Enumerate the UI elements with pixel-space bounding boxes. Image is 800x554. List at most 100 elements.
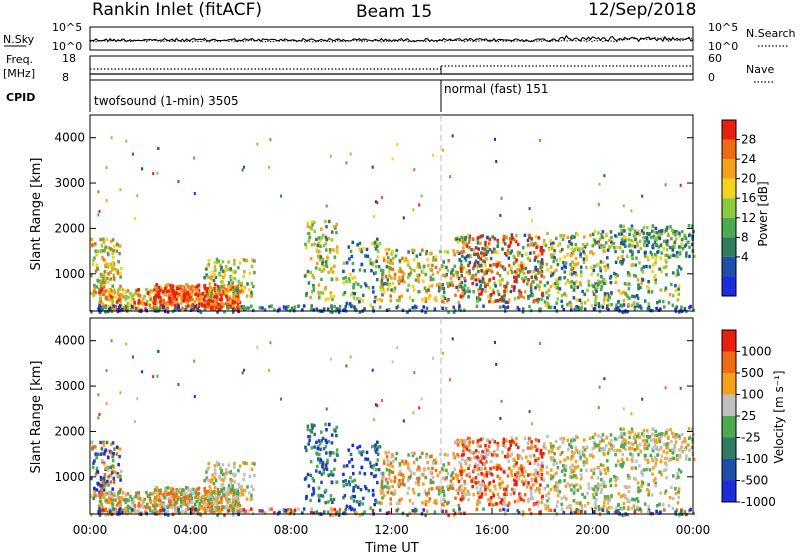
echo-cell xyxy=(667,504,671,508)
echo-cell xyxy=(149,500,153,505)
echo-cell xyxy=(389,497,392,501)
echo-cell xyxy=(597,465,600,470)
echo-cell xyxy=(536,300,540,304)
echo-cell xyxy=(198,495,202,500)
echo-cell xyxy=(556,297,560,301)
echo-cell xyxy=(137,509,140,513)
echo-cell xyxy=(333,264,336,268)
echo-cell xyxy=(539,452,542,456)
nave-tick-high: 60 xyxy=(708,52,722,65)
echo-cell xyxy=(196,496,200,501)
echo-cell xyxy=(487,295,490,299)
nsky-trace xyxy=(89,34,694,43)
echo-cell xyxy=(670,457,673,461)
echo-cell xyxy=(216,487,220,492)
echo-cell xyxy=(616,476,619,481)
echo-cell xyxy=(213,507,216,511)
echo-cell xyxy=(677,287,680,291)
echo-cell xyxy=(441,273,445,277)
echo-cell xyxy=(190,285,193,289)
echo-cell xyxy=(515,272,519,276)
echo-cell xyxy=(510,469,513,473)
echo-cell xyxy=(665,444,669,448)
echo-cell xyxy=(234,270,237,274)
echo-cell xyxy=(201,506,204,511)
echo-cell xyxy=(194,305,197,309)
echo-cell xyxy=(567,244,570,249)
echo-cell xyxy=(236,295,240,299)
echo-cell xyxy=(381,471,385,476)
echo-cell xyxy=(241,168,244,172)
echo-cell xyxy=(411,501,415,506)
echo-cell xyxy=(540,461,544,465)
echo-cell xyxy=(614,260,618,264)
echo-cell xyxy=(228,303,232,307)
echo-cell xyxy=(310,430,313,434)
echo-cell xyxy=(317,493,320,498)
echo-cell xyxy=(347,480,351,484)
echo-cell xyxy=(205,290,209,294)
echo-cell xyxy=(347,448,351,452)
echo-cell xyxy=(550,255,554,259)
freq-tick-low: 8 xyxy=(62,71,69,84)
echo-cell xyxy=(358,503,361,507)
echo-cell xyxy=(489,263,492,268)
echo-cell xyxy=(386,485,389,489)
echo-cell xyxy=(555,268,558,272)
echo-cell xyxy=(493,440,497,444)
echo-cell xyxy=(556,493,560,498)
echo-cell xyxy=(466,436,470,440)
echo-cell xyxy=(643,447,647,451)
echo-cell xyxy=(376,255,380,259)
echo-cell xyxy=(597,445,601,449)
echo-cell xyxy=(305,291,308,296)
echo-cell xyxy=(102,285,106,289)
echo-cell xyxy=(615,506,618,510)
echo-cell xyxy=(318,249,321,254)
echo-cell xyxy=(518,495,521,500)
echo-cell xyxy=(673,245,676,249)
echo-cell xyxy=(629,249,632,253)
echo-cell xyxy=(554,236,558,241)
echo-cell xyxy=(621,493,625,498)
freq-tick-high: 18 xyxy=(62,52,76,65)
echo-cell xyxy=(94,472,98,476)
echo-cell xyxy=(408,265,412,270)
echo-cell xyxy=(425,455,428,459)
echo-cell xyxy=(311,223,314,227)
echo-cell xyxy=(436,473,440,478)
echo-cell xyxy=(486,249,490,254)
echo-cell xyxy=(569,304,573,309)
echo-cell xyxy=(676,472,679,476)
echo-cell xyxy=(625,457,629,461)
echo-cell xyxy=(493,248,496,252)
echo-cell xyxy=(663,265,666,269)
echo-cell xyxy=(515,437,518,441)
echo-cell xyxy=(483,475,486,479)
echo-cell xyxy=(501,265,505,269)
echo-cell xyxy=(303,477,307,481)
echo-cell xyxy=(325,225,328,229)
echo-cell xyxy=(518,251,521,255)
echo-cell xyxy=(606,263,610,267)
echo-cell xyxy=(382,282,385,286)
echo-cell xyxy=(661,228,665,233)
echo-cell xyxy=(613,510,617,515)
echo-cell xyxy=(582,446,585,450)
echo-cell xyxy=(459,285,463,289)
echo-cell xyxy=(595,492,598,497)
echo-cell xyxy=(243,473,246,477)
echo-cell xyxy=(240,281,244,286)
x-tick-label: 16:00 xyxy=(475,523,510,537)
echo-cell xyxy=(572,491,576,495)
echo-cell xyxy=(109,270,112,274)
echo-cell xyxy=(620,255,624,259)
echo-cell xyxy=(463,482,467,486)
echo-cell xyxy=(562,437,566,441)
echo-cell xyxy=(413,168,416,172)
echo-cell xyxy=(351,494,355,499)
echo-cell xyxy=(416,265,419,269)
echo-cell xyxy=(496,453,499,457)
echo-cell xyxy=(510,266,513,270)
echo-cell xyxy=(389,266,392,271)
